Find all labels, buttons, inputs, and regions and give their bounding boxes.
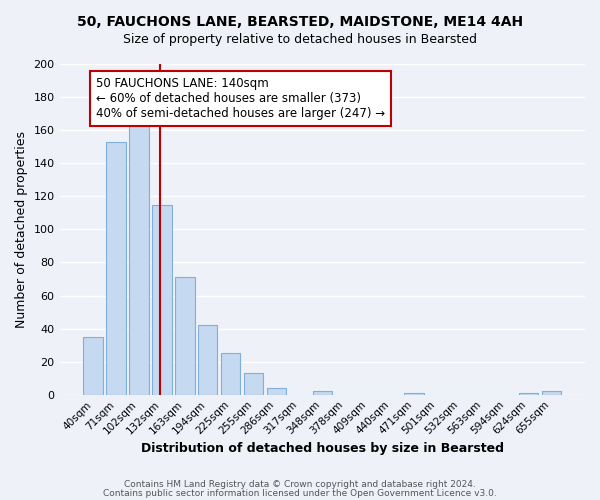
Bar xyxy=(267,388,286,394)
Text: Size of property relative to detached houses in Bearsted: Size of property relative to detached ho… xyxy=(123,32,477,46)
Bar xyxy=(244,373,263,394)
Bar xyxy=(198,326,217,394)
Bar xyxy=(129,125,149,394)
Bar xyxy=(175,278,194,394)
Bar xyxy=(542,392,561,394)
Text: Contains public sector information licensed under the Open Government Licence v3: Contains public sector information licen… xyxy=(103,489,497,498)
Text: 50, FAUCHONS LANE, BEARSTED, MAIDSTONE, ME14 4AH: 50, FAUCHONS LANE, BEARSTED, MAIDSTONE, … xyxy=(77,15,523,29)
Bar xyxy=(313,392,332,394)
X-axis label: Distribution of detached houses by size in Bearsted: Distribution of detached houses by size … xyxy=(141,442,504,455)
Text: 50 FAUCHONS LANE: 140sqm
← 60% of detached houses are smaller (373)
40% of semi-: 50 FAUCHONS LANE: 140sqm ← 60% of detach… xyxy=(97,77,385,120)
Y-axis label: Number of detached properties: Number of detached properties xyxy=(15,131,28,328)
Bar xyxy=(404,393,424,394)
Bar xyxy=(221,354,241,395)
Text: Contains HM Land Registry data © Crown copyright and database right 2024.: Contains HM Land Registry data © Crown c… xyxy=(124,480,476,489)
Bar xyxy=(83,337,103,394)
Bar xyxy=(519,393,538,394)
Bar xyxy=(152,204,172,394)
Bar xyxy=(106,142,126,394)
